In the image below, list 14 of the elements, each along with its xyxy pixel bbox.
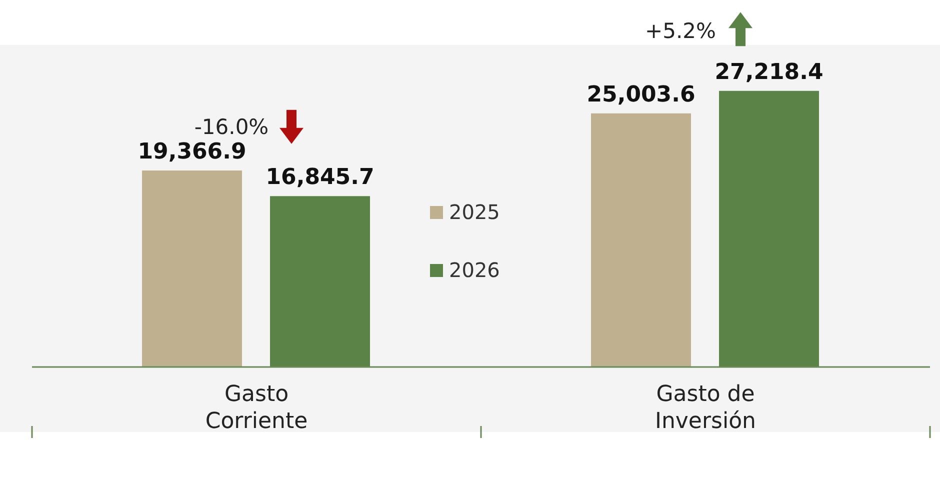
data-label: 25,003.6 [586, 82, 696, 108]
x-tick-label: Gasto Corriente [205, 382, 308, 434]
bar [142, 170, 242, 367]
bar [719, 90, 820, 367]
text: +5.2% [645, 19, 716, 44]
legend-label: 2025 [449, 200, 500, 224]
annotation: -16.0% [194, 114, 269, 139]
data-label: 27,218.4 [714, 60, 824, 85]
data-label: 16,845.7 [266, 165, 374, 190]
legend-label: 2026 [449, 258, 500, 282]
x-tick-label: Gasto de Inversión [654, 382, 756, 434]
bar [591, 113, 692, 367]
bar [270, 196, 370, 367]
data-label: 19,366.9 [138, 140, 246, 165]
